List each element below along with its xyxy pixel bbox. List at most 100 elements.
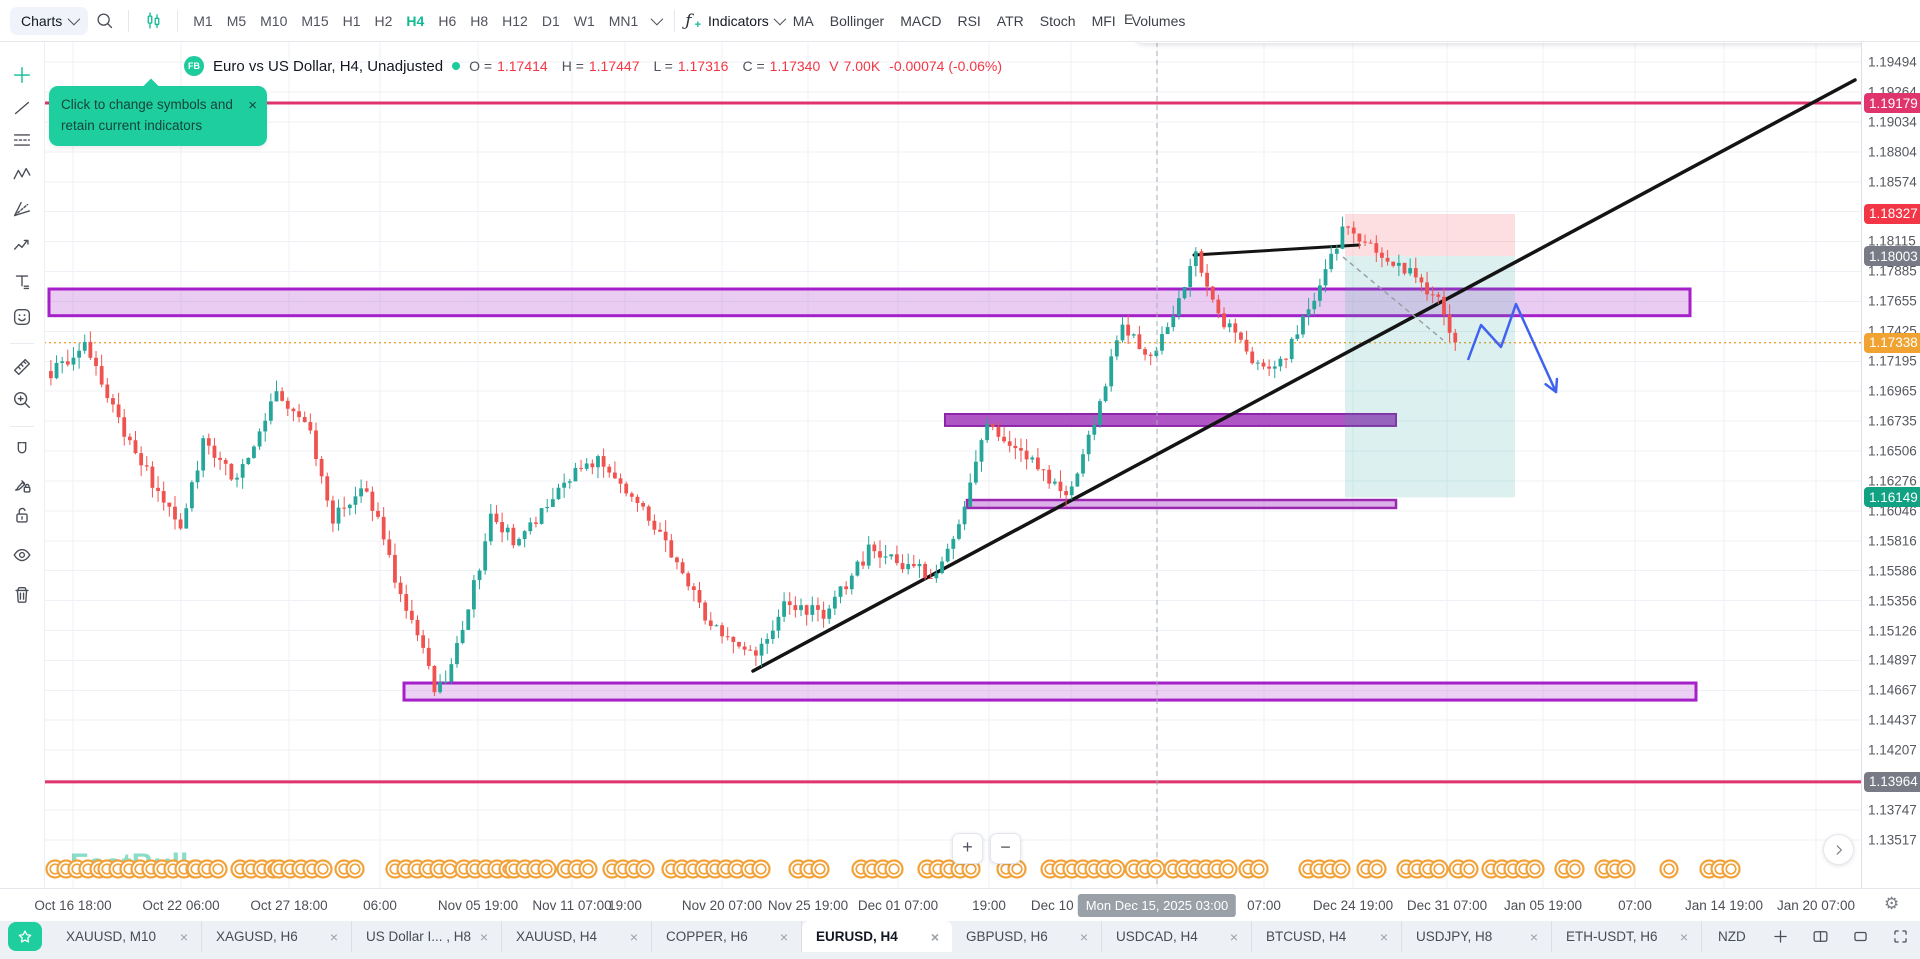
- price-tick: 1.13747: [1868, 802, 1917, 818]
- add-tab-button[interactable]: [1762, 921, 1798, 952]
- tooltip-line2: retain current indicators: [61, 117, 203, 133]
- short-position-stop-zone[interactable]: [1345, 213, 1515, 257]
- price-tick: 1.17655: [1868, 293, 1917, 309]
- eye-icon[interactable]: [7, 540, 37, 570]
- chart-area[interactable]: FastBull FB Euro vs US Dollar, H4, Unadj…: [44, 42, 1861, 888]
- candles: [49, 216, 1458, 697]
- tab-usdcad[interactable]: USDCAD, H4 ×: [1102, 921, 1252, 952]
- lock-open-icon[interactable]: [7, 500, 37, 530]
- gear-icon[interactable]: ⚙: [1884, 894, 1900, 913]
- zoom-in-icon[interactable]: [7, 385, 37, 415]
- polyline-icon[interactable]: [7, 230, 37, 260]
- gann-fan-icon[interactable]: [7, 195, 37, 225]
- tab-partial[interactable]: NZD: [1718, 929, 1746, 944]
- close-icon[interactable]: ×: [248, 97, 257, 114]
- search-icon[interactable]: [88, 6, 120, 36]
- timeframe-d1[interactable]: D1: [541, 12, 560, 29]
- timeframe-m1[interactable]: M1: [193, 12, 213, 29]
- minor-resistance-line[interactable]: [1192, 243, 1361, 257]
- tab-gbpusd[interactable]: GBPUSD, H6 ×: [952, 921, 1102, 952]
- indicator-shortcut-macd[interactable]: MACD: [900, 12, 942, 29]
- close-icon[interactable]: ×: [179, 928, 188, 945]
- tab-usdjpy[interactable]: USDJPY, H8 ×: [1402, 921, 1552, 952]
- timeframe-m5[interactable]: M5: [226, 12, 247, 29]
- timeframe-h8[interactable]: H8: [470, 12, 489, 29]
- price-tick: 1.19034: [1868, 114, 1917, 130]
- tab-us dollar i...[interactable]: US Dollar I... , H8 ×: [352, 921, 502, 952]
- indicator-shortcut-rsi[interactable]: RSI: [957, 12, 981, 29]
- scroll-right-button[interactable]: [1823, 834, 1854, 865]
- descending-dashed-line[interactable]: [1342, 256, 1444, 341]
- xabcd-pattern-icon[interactable]: [7, 160, 37, 190]
- tab-xauusd[interactable]: XAUUSD, H4 ×: [502, 921, 652, 952]
- timeframe-h4[interactable]: H4: [406, 12, 425, 29]
- indicators-button[interactable]: ƒ + Indicators: [685, 11, 787, 31]
- tab-eurusd[interactable]: EURUSD, H4 ×: [802, 921, 952, 952]
- zoom-in-button[interactable]: +: [952, 833, 983, 864]
- trend-line-icon[interactable]: [7, 93, 37, 123]
- timeframe-h1[interactable]: H1: [342, 12, 361, 29]
- close-icon[interactable]: ×: [1679, 928, 1688, 945]
- emoji-icon[interactable]: [7, 302, 37, 332]
- timeframe-w1[interactable]: W1: [573, 12, 595, 29]
- minor-support-zone[interactable]: [965, 498, 1398, 510]
- tab-eth-usdt[interactable]: ETH-USDT, H6 ×: [1552, 921, 1702, 952]
- layout-single-icon[interactable]: [1842, 921, 1878, 952]
- layout-split-icon[interactable]: [1802, 921, 1838, 952]
- timeframe-h6[interactable]: H6: [438, 12, 457, 29]
- indicator-shortcut-ma[interactable]: MA: [792, 12, 814, 29]
- projection-arrow[interactable]: [1466, 302, 1558, 393]
- chart-title[interactable]: Euro vs US Dollar, H4, Unadjusted: [213, 57, 444, 75]
- indicator-shortcut-atr[interactable]: ATR: [996, 12, 1024, 29]
- price-tick: 1.13517: [1868, 832, 1917, 848]
- indicator-shortcut-volumes[interactable]: Volumes: [1131, 12, 1186, 29]
- resistance-zone[interactable]: [47, 287, 1692, 318]
- timeframe-h12[interactable]: H12: [502, 12, 528, 29]
- indicator-shortcut-mfi[interactable]: MFI: [1091, 12, 1116, 29]
- indicator-shortcut-stoch[interactable]: Stoch: [1039, 12, 1076, 29]
- ruler-icon[interactable]: [7, 352, 37, 382]
- fullscreen-icon[interactable]: [1882, 921, 1918, 952]
- text-icon[interactable]: [7, 267, 37, 297]
- close-icon[interactable]: ×: [479, 928, 488, 945]
- close-icon[interactable]: ×: [779, 928, 788, 945]
- short-position-target-zone[interactable]: [1345, 256, 1515, 498]
- close-icon[interactable]: ×: [930, 928, 939, 945]
- price-tick: 1.15816: [1868, 533, 1917, 549]
- close-icon[interactable]: ×: [329, 928, 338, 945]
- chart-style-icon[interactable]: [137, 6, 169, 36]
- timeframe-m15[interactable]: M15: [301, 12, 329, 29]
- close-icon[interactable]: ×: [1529, 928, 1538, 945]
- ascending-trendline[interactable]: [751, 78, 1857, 673]
- fib-retracement-icon[interactable]: [7, 125, 37, 155]
- timeframe-m10[interactable]: M10: [260, 12, 288, 29]
- zoom-out-button[interactable]: −: [990, 833, 1021, 864]
- timeframe-chevron-icon[interactable]: [650, 12, 664, 26]
- time-axis[interactable]: Mon Dec 15, 2025 03:00 ⚙ Oct 16 18:00 Oct…: [0, 888, 1920, 922]
- timeframe-h2[interactable]: H2: [374, 12, 393, 29]
- indicator-shortcut-bollinger[interactable]: Bollinger: [829, 12, 885, 29]
- tab-xauusd[interactable]: XAUUSD, M10 ×: [52, 921, 202, 952]
- price-axis[interactable]: 1.19494 1.19264 1.19034 1.18804 1.18574 1.181…: [1861, 42, 1920, 888]
- trash-icon[interactable]: [7, 580, 37, 610]
- coin-stickers[interactable]: [45, 859, 1741, 879]
- close-icon[interactable]: ×: [1229, 928, 1238, 945]
- charts-menu-button[interactable]: Charts: [10, 6, 89, 35]
- close-icon[interactable]: ×: [1079, 928, 1088, 945]
- support-zone[interactable]: [402, 681, 1698, 702]
- partially-hidden-button[interactable]: E: [1124, 11, 1134, 27]
- tab-btcusd[interactable]: BTCUSD, H4 ×: [1252, 921, 1402, 952]
- favorites-button[interactable]: [8, 922, 42, 951]
- close-icon[interactable]: ×: [1379, 928, 1388, 945]
- magnet-icon[interactable]: [7, 435, 37, 465]
- crosshair-icon[interactable]: [7, 60, 37, 90]
- close-icon[interactable]: ×: [629, 928, 638, 945]
- price-tick: 1.18115: [1868, 233, 1916, 249]
- mid-supply-zone[interactable]: [944, 412, 1397, 427]
- timeframe-mn1[interactable]: MN1: [608, 12, 639, 29]
- brush-lock-icon[interactable]: [7, 470, 37, 500]
- change-value: -0.00074 (-0.06%): [889, 58, 1003, 74]
- tab-copper[interactable]: COPPER, H6 ×: [652, 921, 802, 952]
- tab-xagusd[interactable]: XAGUSD, H6 ×: [202, 921, 352, 952]
- projection-arrowhead: [1544, 382, 1558, 394]
